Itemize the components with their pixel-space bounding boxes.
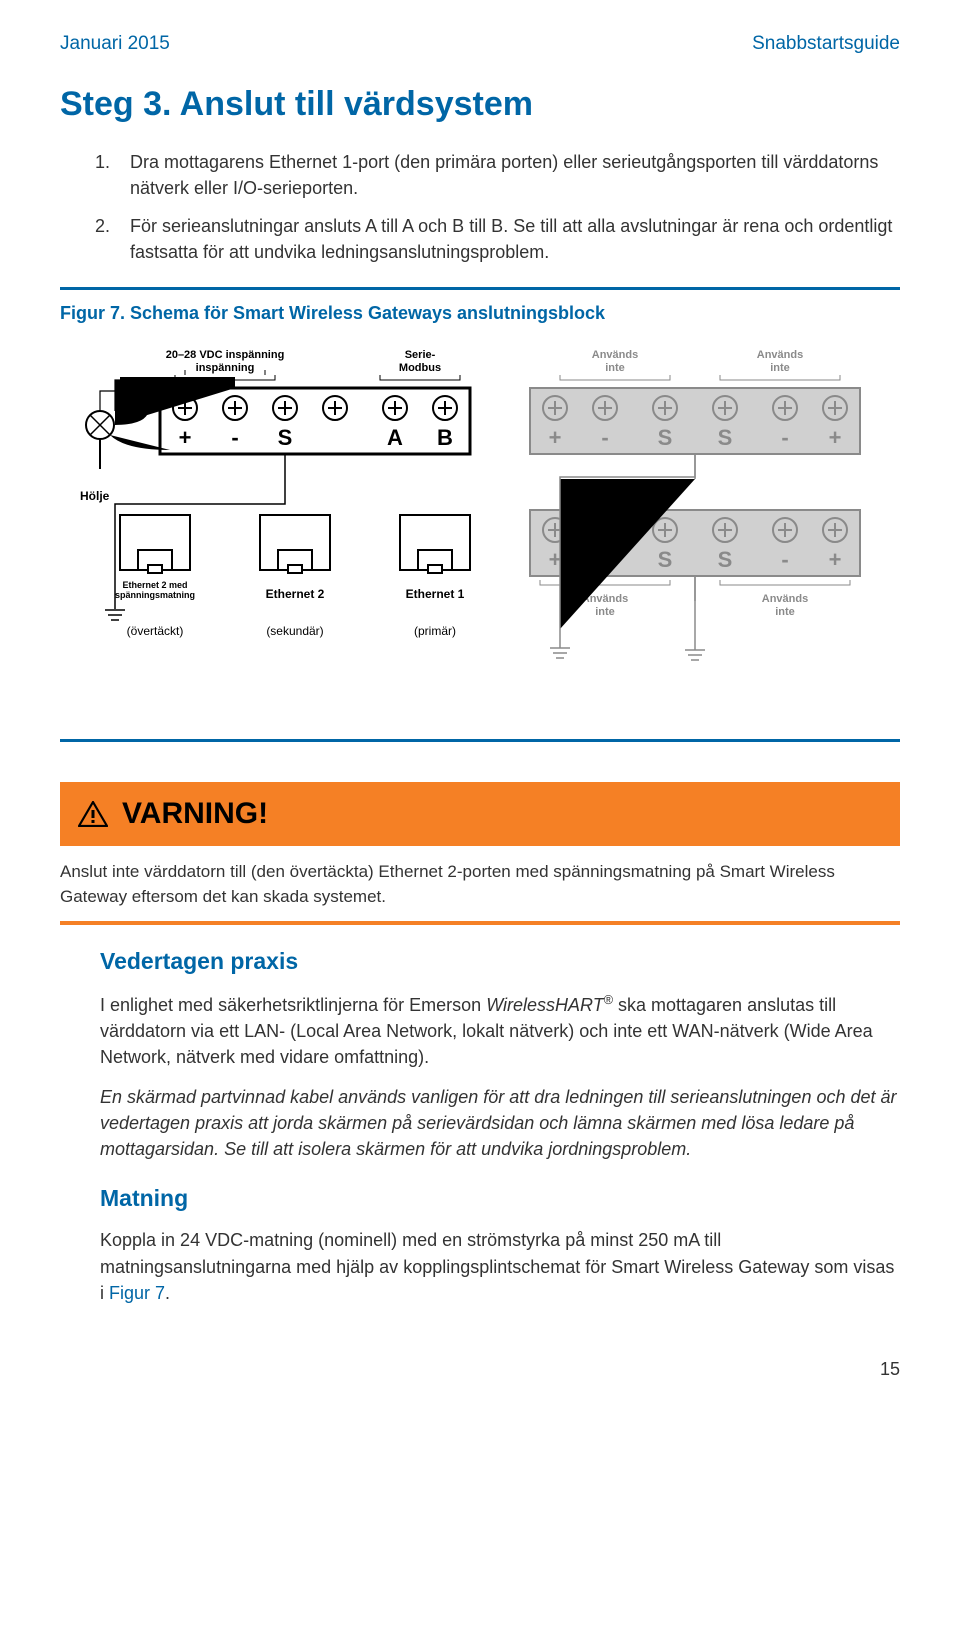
step-text: För serieanslutningar ansluts A till A o… xyxy=(130,216,892,262)
svg-text:inte: inte xyxy=(605,362,625,374)
svg-text:(sekundär): (sekundär) xyxy=(266,624,323,638)
divider xyxy=(60,287,900,290)
svg-text:inspänning: inspänning xyxy=(196,362,255,374)
wiring-diagram: 20–28 VDC inspänning inspänning Serie- M… xyxy=(60,340,900,717)
svg-text:inte: inte xyxy=(595,606,615,618)
svg-text:Ethernet 2 med: Ethernet 2 med xyxy=(122,580,187,590)
orange-divider xyxy=(60,921,900,925)
instruction-list: 1. Dra mottagarens Ethernet 1-port (den … xyxy=(60,149,900,265)
svg-text:S: S xyxy=(718,425,733,450)
step-2: 2. För serieanslutningar ansluts A till … xyxy=(130,213,900,265)
svg-text:-: - xyxy=(781,425,788,450)
divider xyxy=(60,739,900,742)
step-text: Dra mottagarens Ethernet 1-port (den pri… xyxy=(130,152,878,198)
svg-text:Ethernet 1: Ethernet 1 xyxy=(406,587,465,601)
praxis-paragraph-2: En skärmad partvinnad kabel används vanl… xyxy=(100,1084,900,1162)
svg-text:+: + xyxy=(829,547,842,572)
svg-text:Hölje: Hölje xyxy=(80,489,110,503)
svg-text:Används: Används xyxy=(762,593,808,605)
svg-text:S: S xyxy=(658,425,673,450)
svg-text:-: - xyxy=(601,425,608,450)
svg-text:S: S xyxy=(278,425,293,450)
step-1: 1. Dra mottagarens Ethernet 1-port (den … xyxy=(130,149,900,201)
warning-text: Anslut inte värddatorn till (den övertäc… xyxy=(60,860,900,909)
svg-text:(övertäckt): (övertäckt) xyxy=(127,624,184,638)
svg-text:Ethernet 2: Ethernet 2 xyxy=(266,587,325,601)
svg-text:Används: Används xyxy=(757,349,803,361)
figure-caption: Figur 7. Schema för Smart Wireless Gatew… xyxy=(60,300,900,326)
warning-banner: VARNING! xyxy=(60,782,900,846)
matning-paragraph: Koppla in 24 VDC-matning (nominell) med … xyxy=(100,1227,900,1305)
header-left: Januari 2015 xyxy=(60,30,170,58)
svg-text:inte: inte xyxy=(770,362,790,374)
section-heading-matning: Matning xyxy=(100,1182,900,1215)
svg-text:Serie-: Serie- xyxy=(405,349,436,361)
header-right: Snabbstartsguide xyxy=(752,30,900,58)
step-number: 2. xyxy=(95,213,110,239)
svg-text:B: B xyxy=(437,425,453,450)
svg-text:Modbus: Modbus xyxy=(399,362,441,374)
svg-text:Används: Används xyxy=(592,349,638,361)
svg-text:-: - xyxy=(231,425,238,450)
svg-text:A: A xyxy=(387,425,403,450)
svg-text:spänningsmatning: spänningsmatning xyxy=(115,590,195,600)
section-heading-praxis: Vedertagen praxis xyxy=(100,945,900,978)
svg-text:-: - xyxy=(781,547,788,572)
svg-text:+: + xyxy=(549,425,562,450)
step-number: 1. xyxy=(95,149,110,175)
svg-text:+: + xyxy=(179,425,192,450)
svg-text:S: S xyxy=(718,547,733,572)
svg-text:inte: inte xyxy=(775,606,795,618)
page-header-bar: Januari 2015 Snabbstartsguide xyxy=(60,30,900,58)
svg-text:S: S xyxy=(658,547,673,572)
svg-text:+: + xyxy=(829,425,842,450)
figure-link[interactable]: Figur 7 xyxy=(109,1283,165,1303)
page-title: Steg 3. Anslut till värdsystem xyxy=(60,80,900,129)
page-number: 15 xyxy=(60,1356,900,1382)
warning-icon xyxy=(78,801,108,827)
label-power: 20–28 VDC inspänning xyxy=(166,349,285,361)
warning-title: VARNING! xyxy=(122,792,268,836)
praxis-paragraph-1: I enlighet med säkerhetsriktlinjerna för… xyxy=(100,991,900,1070)
svg-text:(primär): (primär) xyxy=(414,624,456,638)
